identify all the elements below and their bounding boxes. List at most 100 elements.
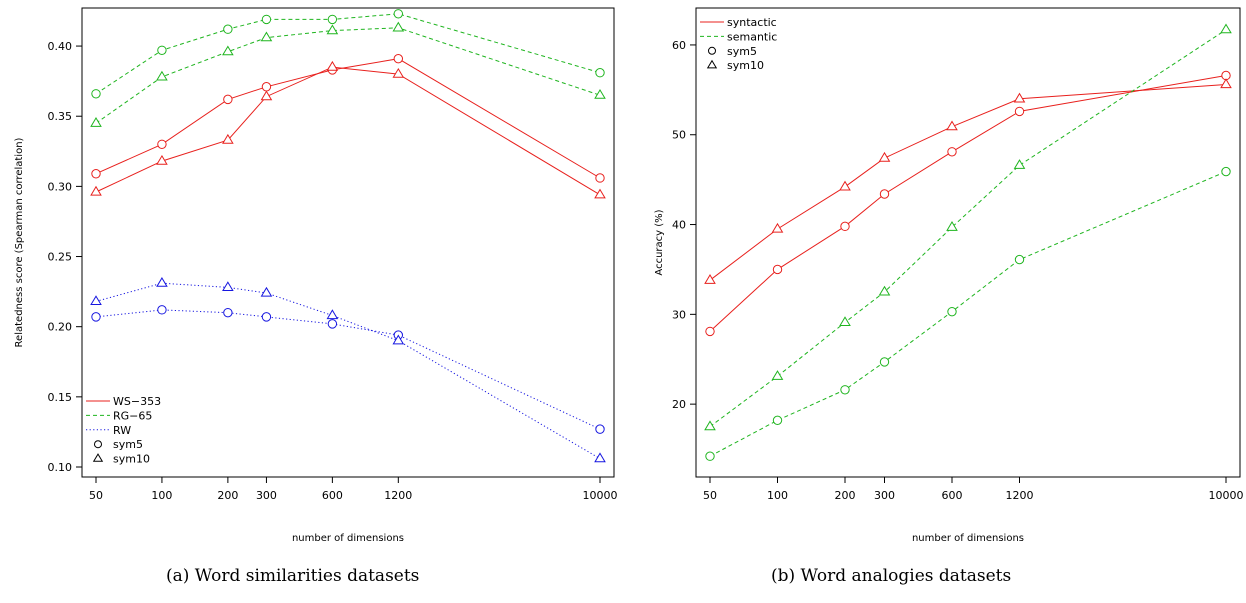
series-line	[95, 58, 601, 179]
data-point-circle	[261, 14, 272, 25]
legend-swatch-triangle	[92, 453, 104, 462]
legend-label: RW	[113, 424, 131, 437]
series-rg-65-sym10	[90, 21, 606, 127]
data-point-triangle	[594, 188, 606, 199]
data-point-circle	[879, 357, 890, 367]
data-point-circle	[840, 221, 850, 232]
data-point-circle	[223, 94, 233, 105]
data-point-circle	[393, 53, 404, 64]
y-tick-label: 60	[672, 39, 686, 52]
series-line	[95, 13, 601, 95]
data-point-circle	[157, 45, 167, 55]
data-point-circle	[595, 173, 605, 183]
x-tick-label: 10000	[1209, 489, 1244, 502]
data-point-triangle	[878, 285, 891, 296]
data-point-triangle	[1220, 78, 1232, 89]
x-tick-label: 100	[767, 489, 788, 502]
data-point-circle	[223, 307, 233, 318]
x-tick-label: 1200	[384, 489, 412, 502]
data-point-circle	[223, 24, 233, 34]
data-point-circle	[595, 68, 605, 78]
data-point-circle	[595, 424, 605, 434]
data-point-circle	[157, 139, 167, 149]
legend-swatch-triangle	[706, 59, 718, 69]
series-ws-353-sym5	[91, 53, 605, 183]
data-point-triangle	[326, 60, 339, 71]
y-tick-label: 50	[672, 129, 686, 142]
data-point-triangle	[156, 277, 168, 287]
y-tick-label: 40	[672, 219, 686, 232]
caption-left: (a) Word similarities datasets	[166, 566, 420, 586]
data-point-triangle	[878, 151, 891, 162]
series-syntactic-sym5	[705, 70, 1231, 337]
data-point-triangle	[156, 70, 168, 81]
y-tick-label: 0.20	[48, 321, 73, 334]
data-point-circle	[879, 189, 890, 199]
data-point-triangle	[594, 452, 606, 463]
data-point-triangle	[156, 154, 168, 165]
x-tick-label: 200	[217, 489, 238, 502]
data-point-triangle	[392, 21, 405, 32]
x-tick-label: 300	[874, 489, 895, 502]
x-tick-label: 10000	[583, 489, 618, 502]
data-point-triangle	[1220, 23, 1232, 34]
x-tick-label: 50	[89, 489, 103, 502]
plot-frame	[81, 7, 615, 478]
data-point-circle	[947, 306, 957, 317]
data-point-triangle	[704, 274, 716, 284]
data-point-triangle	[326, 309, 339, 320]
x-tick-label: 200	[835, 489, 856, 502]
data-point-triangle	[222, 281, 234, 292]
y-tick-label: 0.15	[48, 391, 73, 404]
data-point-triangle	[260, 31, 273, 42]
x-tick-label: 1200	[1006, 489, 1034, 502]
x-axis-label: number of dimensions	[912, 533, 1024, 544]
data-point-circle	[261, 312, 272, 322]
y-tick-label: 0.25	[48, 251, 73, 264]
data-point-circle	[91, 89, 101, 99]
data-point-triangle	[946, 221, 958, 231]
series-line	[709, 171, 1227, 457]
series-ws-353-sym10	[90, 60, 606, 199]
data-point-triangle	[1013, 159, 1026, 169]
data-point-triangle	[260, 90, 273, 101]
y-axis-label: Accuracy (%)	[654, 209, 665, 275]
legend-label: sym10	[113, 453, 150, 466]
series-semantic-sym10	[704, 23, 1232, 431]
series-line	[95, 309, 601, 430]
legend-swatch-circle	[708, 46, 716, 55]
data-point-circle	[705, 451, 715, 461]
x-tick-label: 100	[151, 489, 172, 502]
series-line	[709, 75, 1227, 332]
data-point-circle	[840, 385, 850, 395]
data-point-circle	[261, 82, 272, 92]
data-point-triangle	[839, 180, 851, 191]
legend-label: sym10	[727, 59, 764, 72]
data-point-circle	[1221, 166, 1231, 177]
legend-label: WS−353	[113, 395, 161, 408]
legend-label: sym5	[727, 45, 757, 58]
data-point-triangle	[1013, 92, 1026, 103]
data-point-circle	[1014, 254, 1025, 265]
data-point-circle	[91, 312, 101, 322]
data-point-circle	[1014, 106, 1025, 117]
data-point-triangle	[260, 286, 273, 297]
series-line	[95, 66, 601, 196]
chart-panel-1: 50 100 200 300 600 1200 10000 0.10 0.15 0.20 0.25 0…	[14, 7, 618, 544]
legend-swatch-circle	[94, 440, 102, 449]
legend-label: sym5	[113, 438, 143, 451]
data-point-triangle	[326, 24, 339, 35]
plot-frame	[695, 7, 1241, 478]
data-point-circle	[327, 319, 338, 329]
data-point-circle	[772, 264, 783, 275]
data-point-triangle	[392, 67, 405, 78]
data-point-circle	[327, 14, 338, 25]
data-point-triangle	[222, 133, 234, 144]
y-axis-label: Relatedness score (Spearman correlation)	[14, 137, 25, 347]
data-point-circle	[393, 9, 404, 19]
data-point-circle	[157, 305, 167, 315]
caption-right: (b) Word analogies datasets	[771, 566, 1012, 586]
legend-label: syntactic	[727, 16, 777, 29]
series-rw-sym5	[91, 305, 605, 434]
